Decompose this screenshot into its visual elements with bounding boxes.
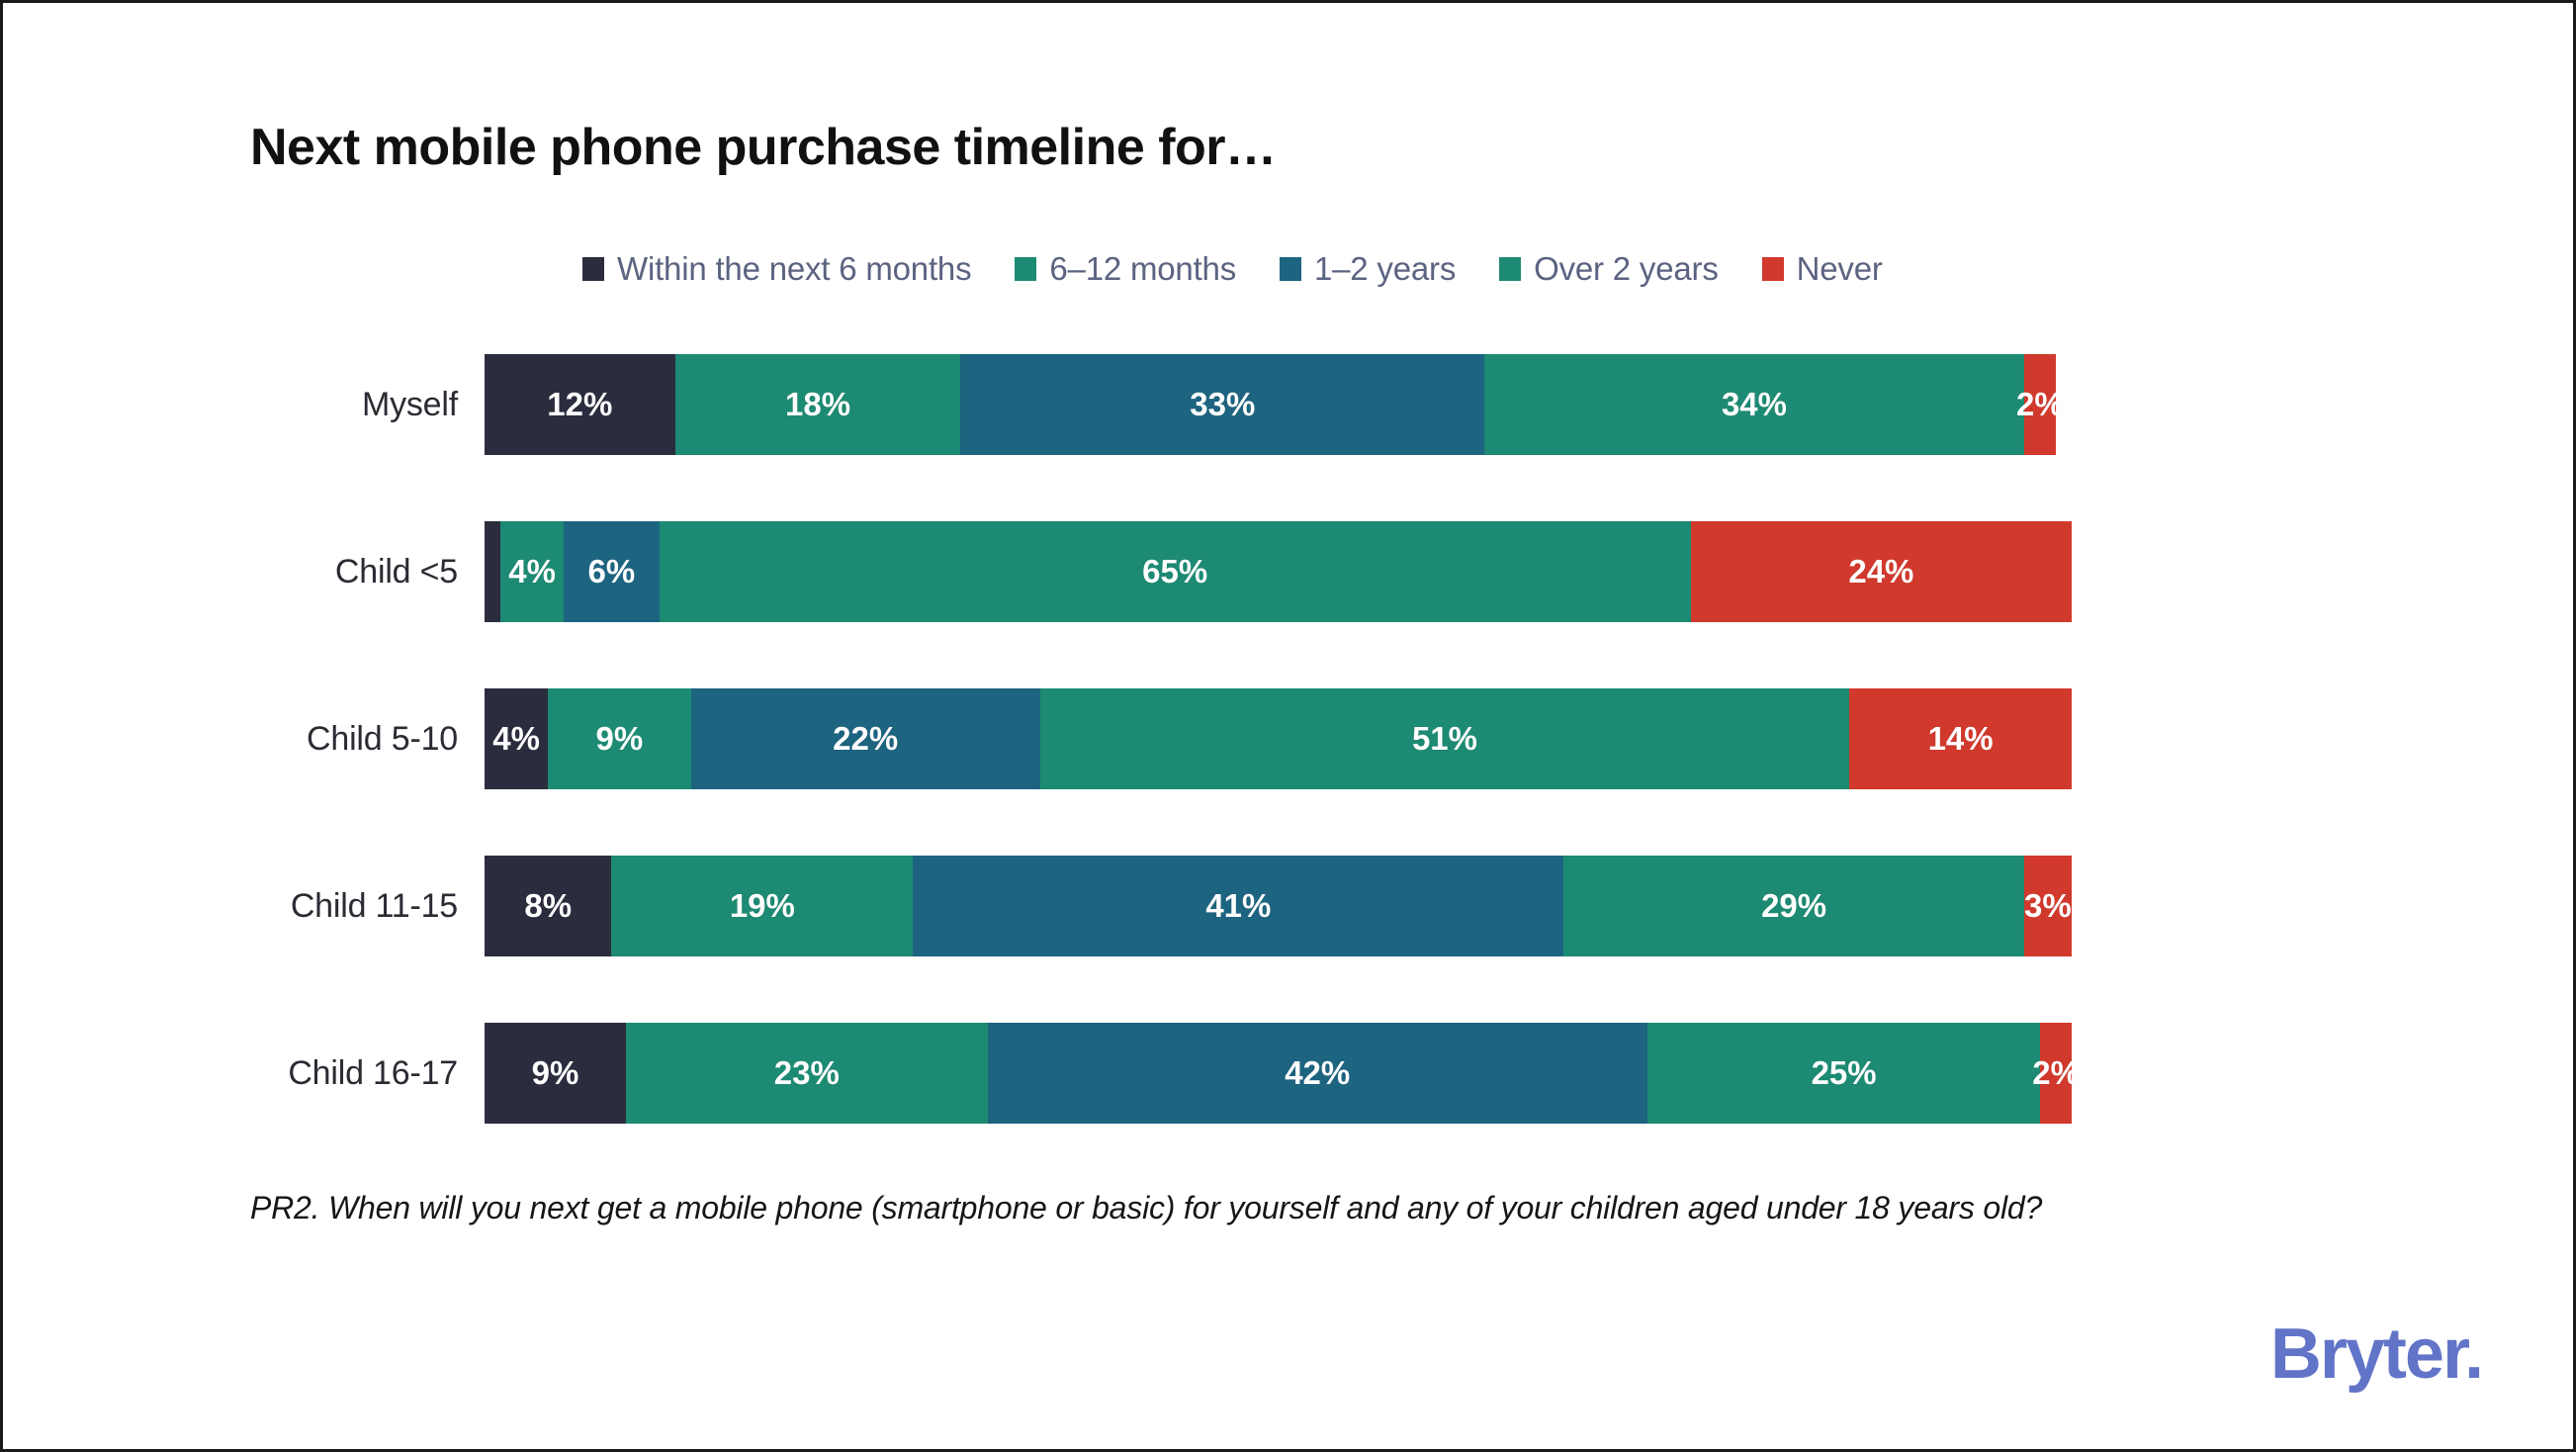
bar-segment-value: 6% bbox=[587, 553, 636, 590]
stacked-bar: 4% 6% 65% 24% bbox=[485, 521, 2072, 622]
bar-segment-value: 2% bbox=[2032, 1054, 2080, 1091]
brand-logo: Bryter. bbox=[2269, 1315, 2484, 1394]
legend-swatch-icon bbox=[1761, 256, 1784, 281]
bar-segment[interactable]: 3% bbox=[2023, 856, 2072, 956]
bar-segment-value: 65% bbox=[1142, 553, 1208, 590]
bar-segment-value: 2% bbox=[2016, 386, 2064, 422]
bar-segment-value: 18% bbox=[785, 386, 851, 422]
bar-segment-value: 51% bbox=[1411, 720, 1478, 757]
bar-segment[interactable]: 9% bbox=[548, 688, 691, 789]
bar-segment-value: 23% bbox=[773, 1054, 840, 1091]
bar-segment[interactable]: 34% bbox=[1484, 354, 2024, 455]
bar-segment-value: 29% bbox=[1761, 887, 1827, 924]
chart-row-label: Child <5 bbox=[334, 553, 458, 590]
bar-segment-value: 24% bbox=[1848, 553, 1914, 590]
bar-segment[interactable] bbox=[485, 521, 501, 622]
stacked-bar: 9% 23% 42% 25% 2% bbox=[485, 1023, 2080, 1124]
chart-row-label: Child 16-17 bbox=[288, 1054, 458, 1092]
bar-segment-value: 3% bbox=[2024, 887, 2072, 924]
chart-plot-area: Myself 12% 18% 33% 34% 2% Child <5 4% 6% 65% 24% Ch… bbox=[3, 354, 2576, 1124]
bar-segment[interactable]: 22% bbox=[690, 688, 1040, 789]
bar-segment-value: 4% bbox=[492, 720, 540, 757]
bar-segment[interactable]: 33% bbox=[960, 354, 1485, 455]
legend-item[interactable]: Never bbox=[1761, 250, 1883, 287]
chart-row-label: Child 11-15 bbox=[290, 887, 458, 925]
bar-segment-value: 41% bbox=[1205, 887, 1272, 924]
chart-footnote: PR2. When will you next get a mobile pho… bbox=[250, 1190, 2043, 1225]
bar-segment-value: 19% bbox=[729, 887, 795, 924]
bar-segment-value: 12% bbox=[547, 386, 613, 422]
legend-item[interactable]: Within the next 6 months bbox=[582, 250, 972, 287]
bar-segment[interactable]: 51% bbox=[1039, 688, 1850, 789]
legend-item[interactable]: 6–12 months bbox=[1015, 252, 1236, 285]
chart-row: Child <5 4% 6% 65% 24% bbox=[3, 521, 2576, 622]
legend-swatch-icon bbox=[1280, 256, 1301, 281]
legend-item[interactable]: 1–2 years bbox=[1280, 252, 1456, 285]
bar-segment[interactable]: 6% bbox=[564, 521, 660, 622]
legend-item[interactable]: Over 2 years bbox=[1499, 252, 1719, 285]
bar-segment[interactable]: 2% bbox=[2016, 354, 2064, 455]
chart-row: Child 5-10 4% 9% 22% 51% 14% bbox=[3, 688, 2576, 789]
bar-segment[interactable]: 41% bbox=[913, 856, 1564, 956]
bar-segment-value: 34% bbox=[1721, 386, 1787, 422]
page-title: Next mobile phone purchase timeline for… bbox=[250, 119, 1277, 176]
bar-segment[interactable]: 4% bbox=[485, 688, 549, 789]
bar-segment[interactable]: 4% bbox=[500, 521, 565, 622]
legend-item-label: Within the next 6 months bbox=[617, 250, 972, 287]
legend-item-label: 6–12 months bbox=[1049, 250, 1236, 287]
stacked-bar: 8% 19% 41% 29% 3% bbox=[485, 856, 2072, 956]
bar-segment[interactable]: 19% bbox=[611, 856, 914, 956]
stacked-bar: 12% 18% 33% 34% 2% bbox=[485, 354, 2072, 455]
bar-segment[interactable]: 8% bbox=[485, 856, 612, 956]
stacked-bar: 4% 9% 22% 51% 14% bbox=[485, 688, 2072, 789]
bar-segment[interactable]: 29% bbox=[1563, 856, 2024, 956]
bar-segment[interactable]: 14% bbox=[1849, 688, 2072, 789]
bar-segment-value: 4% bbox=[508, 553, 556, 590]
bar-segment[interactable]: 12% bbox=[485, 354, 675, 455]
bar-segment-value: 25% bbox=[1811, 1054, 1877, 1091]
bar-segment[interactable]: 2% bbox=[2032, 1023, 2080, 1124]
bar-segment-value: 22% bbox=[833, 720, 899, 757]
bar-segment[interactable]: 25% bbox=[1646, 1023, 2041, 1124]
chart-row-label: Myself bbox=[361, 386, 458, 423]
bar-segment[interactable]: 24% bbox=[1690, 521, 2072, 622]
legend-swatch-icon bbox=[1499, 256, 1522, 281]
legend-swatch-icon bbox=[582, 256, 604, 281]
bar-segment-value: 8% bbox=[524, 887, 573, 924]
chart-legend: Within the next 6 months 6–12 months 1–2 y… bbox=[582, 252, 1883, 285]
legend-item-label: Over 2 years bbox=[1534, 250, 1719, 287]
bar-segment[interactable]: 65% bbox=[659, 521, 1691, 622]
bar-segment[interactable]: 18% bbox=[674, 354, 961, 455]
bar-segment-value: 14% bbox=[1927, 720, 1994, 757]
legend-item-label: 1–2 years bbox=[1314, 250, 1457, 287]
chart-row: Child 16-17 9% 23% 42% 25% 2% bbox=[3, 1023, 2576, 1124]
bar-segment-value: 9% bbox=[595, 720, 644, 757]
legend-item-label: Never bbox=[1796, 250, 1883, 287]
bar-segment[interactable]: 23% bbox=[626, 1023, 988, 1124]
legend-swatch-icon bbox=[1015, 256, 1037, 281]
chart-row: Child 11-15 8% 19% 41% 29% 3% bbox=[3, 856, 2576, 956]
bar-segment[interactable]: 42% bbox=[987, 1023, 1647, 1124]
chart-row: Myself 12% 18% 33% 34% 2% bbox=[3, 354, 2576, 455]
bar-segment-value: 33% bbox=[1190, 386, 1256, 422]
bar-segment-value: 42% bbox=[1285, 1054, 1351, 1091]
chart-row-label: Child 5-10 bbox=[307, 720, 458, 758]
bar-segment[interactable]: 9% bbox=[485, 1023, 627, 1124]
bar-segment-value: 9% bbox=[531, 1054, 579, 1091]
